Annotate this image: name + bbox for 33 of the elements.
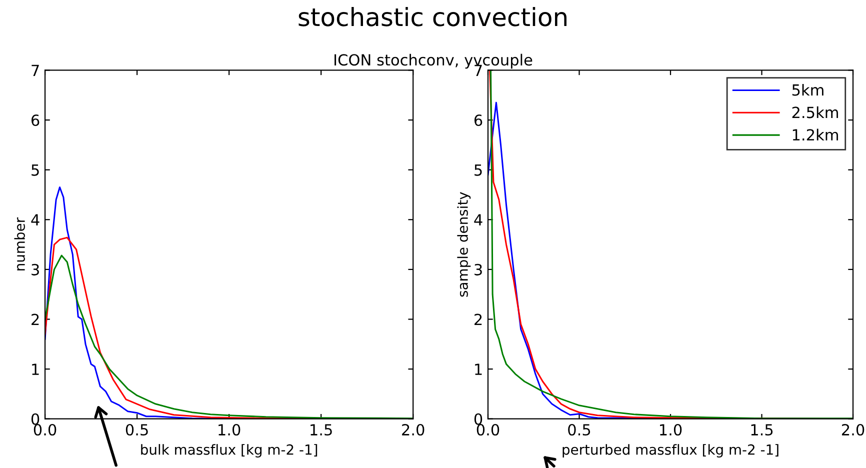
chart-title: stochastic convection — [298, 7, 566, 26]
y-tick-label: 4 — [31, 214, 40, 226]
x-tick-label: 0.5 — [126, 424, 148, 436]
y-tick-label: 5 — [32, 164, 39, 176]
x-tick-label: 1.5 — [310, 424, 332, 436]
x-tick-label: 2.0 — [402, 424, 424, 436]
x-axis-title: bulk massflux [kg m-2 -1] — [141, 444, 318, 458]
legend-label: 5km — [792, 84, 824, 96]
y-tick-label: 2 — [32, 314, 39, 326]
x-tick-label: 0.0 — [34, 424, 56, 436]
y-tick-label: 3 — [32, 264, 39, 276]
y-axis-title: number — [14, 217, 25, 270]
x-tick-label: 1.5 — [751, 424, 773, 436]
y-tick-label: 4 — [474, 214, 482, 226]
x-tick-label: 1.0 — [660, 424, 682, 436]
y-tick-label: 2 — [474, 314, 482, 326]
y-tick-label: 7 — [32, 64, 39, 76]
y-tick-label: 0 — [474, 413, 482, 425]
y-tick-label: 3 — [474, 264, 482, 276]
y-tick-label: 5 — [474, 164, 482, 176]
y-tick-label: 6 — [32, 114, 40, 126]
x-axis-title: perturbed massflux [kg m-2 -1] — [562, 444, 778, 458]
x-tick-label: 0.5 — [568, 424, 590, 436]
y-tick-label: 6 — [474, 114, 482, 126]
legend-label: 2.5km — [792, 106, 838, 118]
y-tick-label: 1 — [475, 364, 482, 375]
x-tick-label: 1.0 — [218, 424, 240, 436]
legend-label: 1.2km — [792, 128, 838, 140]
y-tick-label: 0 — [31, 413, 40, 425]
y-tick-label: 1 — [32, 364, 39, 375]
x-tick-label: 0.0 — [476, 424, 500, 436]
y-axis-title: sample density — [457, 192, 471, 297]
x-tick-label: 2.0 — [842, 424, 864, 436]
